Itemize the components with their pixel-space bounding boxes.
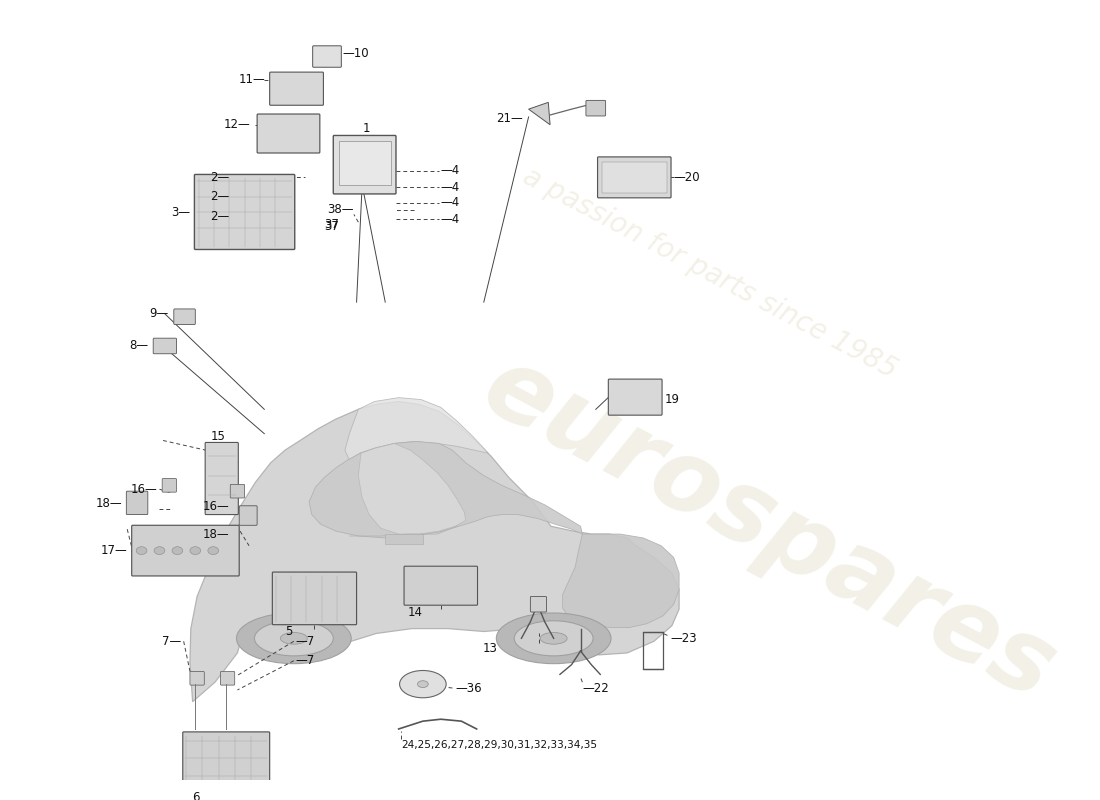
Text: 18—: 18— <box>202 527 230 541</box>
Polygon shape <box>190 402 679 702</box>
Text: 2—: 2— <box>210 210 230 223</box>
Ellipse shape <box>514 621 593 656</box>
FancyBboxPatch shape <box>239 506 257 526</box>
Text: 2—: 2— <box>210 171 230 184</box>
Text: 37: 37 <box>323 218 339 230</box>
FancyBboxPatch shape <box>162 478 176 492</box>
Text: —4: —4 <box>441 181 460 194</box>
FancyBboxPatch shape <box>530 597 547 612</box>
Ellipse shape <box>208 546 219 554</box>
FancyBboxPatch shape <box>174 309 196 325</box>
Text: —4: —4 <box>441 213 460 226</box>
FancyBboxPatch shape <box>273 572 356 625</box>
Polygon shape <box>309 442 582 538</box>
FancyBboxPatch shape <box>586 100 606 116</box>
Polygon shape <box>529 102 550 125</box>
Text: 15: 15 <box>210 430 225 443</box>
Polygon shape <box>562 534 679 628</box>
Text: —23: —23 <box>670 632 696 645</box>
Ellipse shape <box>136 546 147 554</box>
Ellipse shape <box>172 546 183 554</box>
Ellipse shape <box>496 613 610 664</box>
Text: 19: 19 <box>664 393 680 406</box>
FancyBboxPatch shape <box>404 566 477 605</box>
Ellipse shape <box>154 546 165 554</box>
Text: —4: —4 <box>441 196 460 210</box>
Text: 9—: 9— <box>150 307 168 320</box>
Text: 16—: 16— <box>202 500 230 514</box>
Text: 21—: 21— <box>496 112 524 126</box>
Text: —20: —20 <box>673 171 701 184</box>
FancyBboxPatch shape <box>153 338 176 354</box>
Bar <box>339 142 390 185</box>
Text: 17—: 17— <box>100 544 128 557</box>
Text: 24,25,26,27,28,29,30,31,32,33,34,35: 24,25,26,27,28,29,30,31,32,33,34,35 <box>402 739 597 750</box>
Text: —22: —22 <box>582 682 609 694</box>
Text: 6: 6 <box>192 790 200 800</box>
Text: 3—: 3— <box>170 206 190 219</box>
Ellipse shape <box>190 546 200 554</box>
Text: 8—: 8— <box>130 339 148 353</box>
Text: 13: 13 <box>483 642 497 654</box>
Text: —7: —7 <box>296 654 315 667</box>
Ellipse shape <box>280 633 307 644</box>
Bar <box>644 631 663 669</box>
Text: —36: —36 <box>455 682 482 694</box>
Text: 16—: 16— <box>131 482 157 496</box>
Text: —7: —7 <box>296 634 315 648</box>
Text: 7—: 7— <box>162 634 182 648</box>
FancyBboxPatch shape <box>230 484 244 498</box>
Text: —4: —4 <box>441 164 460 177</box>
Text: 37: 37 <box>323 219 339 233</box>
Text: 5: 5 <box>285 625 293 638</box>
FancyBboxPatch shape <box>270 72 323 106</box>
FancyBboxPatch shape <box>126 491 147 514</box>
Polygon shape <box>345 398 488 460</box>
Ellipse shape <box>236 613 351 664</box>
Bar <box>602 162 667 193</box>
Ellipse shape <box>540 633 568 644</box>
Ellipse shape <box>418 681 428 687</box>
Text: 2—: 2— <box>210 190 230 203</box>
FancyBboxPatch shape <box>195 174 295 250</box>
FancyBboxPatch shape <box>132 526 239 576</box>
Text: 18—: 18— <box>96 498 122 510</box>
Text: 1: 1 <box>363 122 371 135</box>
FancyBboxPatch shape <box>257 114 320 153</box>
Text: a passion for parts since 1985: a passion for parts since 1985 <box>518 162 901 384</box>
Text: 11—: 11— <box>239 74 265 86</box>
Text: —10: —10 <box>342 47 369 60</box>
Text: 12—: 12— <box>224 118 251 131</box>
Text: 14: 14 <box>408 606 422 618</box>
Polygon shape <box>359 443 466 534</box>
Ellipse shape <box>254 621 333 656</box>
Bar <box>385 534 422 544</box>
FancyBboxPatch shape <box>183 732 270 790</box>
Text: eurospares: eurospares <box>466 339 1070 722</box>
FancyBboxPatch shape <box>608 379 662 415</box>
FancyBboxPatch shape <box>312 46 341 67</box>
FancyBboxPatch shape <box>333 135 396 194</box>
Text: 38—: 38— <box>328 203 354 216</box>
FancyBboxPatch shape <box>206 442 239 514</box>
FancyBboxPatch shape <box>190 671 205 685</box>
Ellipse shape <box>399 670 447 698</box>
FancyBboxPatch shape <box>220 671 234 685</box>
FancyBboxPatch shape <box>597 157 671 198</box>
